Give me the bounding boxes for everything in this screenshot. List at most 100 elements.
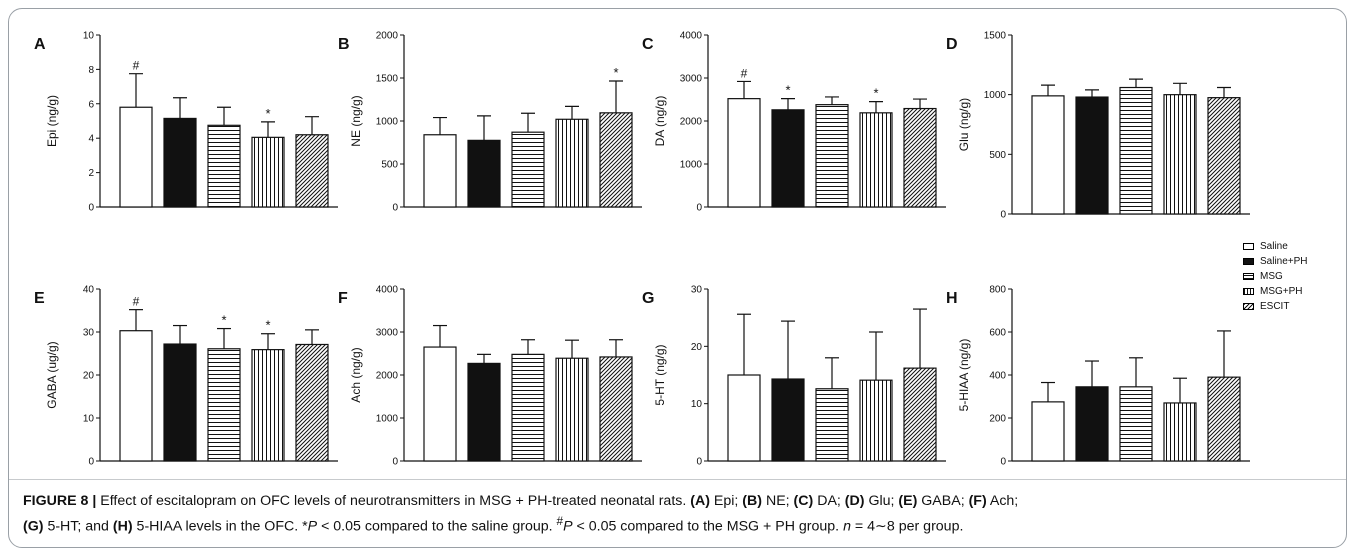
y-tick-label-b: 2000 <box>376 31 399 42</box>
legend-swatch-diag <box>1243 302 1254 310</box>
bar-e-msg-plus-ph <box>251 349 285 462</box>
significance-marker-c: * <box>785 83 790 98</box>
y-tick-label-f: 2000 <box>376 371 399 382</box>
y-tick-label-a: 10 <box>83 31 95 42</box>
bar-h-escit <box>1207 376 1241 462</box>
caption-p-symbol: P <box>563 518 573 535</box>
bar-e-saline <box>119 330 153 462</box>
caption-text: GABA; <box>917 493 969 509</box>
legend-swatch-hlines <box>1243 272 1254 280</box>
caption-ref-e: (E) <box>898 493 918 509</box>
y-tick-label-h: 400 <box>989 371 1006 382</box>
bar-h-saline-plus-ph <box>1075 386 1109 462</box>
y-tick-label-e: 40 <box>83 285 95 296</box>
y-tick-label-f: 4000 <box>376 285 399 296</box>
panel-label-c: C <box>642 36 654 53</box>
y-tick-label-h: 0 <box>1000 457 1006 468</box>
hash-marker-a: # <box>133 59 140 73</box>
caption-ref-h: (H) <box>112 518 133 535</box>
y-tick-label-d: 1000 <box>984 90 1007 101</box>
bar-f-msg-plus-ph <box>555 357 589 462</box>
y-tick-label-e: 0 <box>88 457 94 468</box>
caption-text: 5-HIAA levels in the OFC. * <box>132 518 308 535</box>
caption-ref-d: (D) <box>844 493 865 509</box>
legend: Saline Saline+PH MSG MSG+PH ESCIT <box>1243 239 1346 314</box>
legend-item: Saline <box>1243 239 1346 253</box>
y-tick-label-h: 200 <box>989 414 1006 425</box>
y-tick-label-e: 20 <box>83 371 95 382</box>
y-tick-label-g: 10 <box>691 399 703 410</box>
bar-c-escit <box>903 107 937 208</box>
legend-label: MSG <box>1260 270 1283 282</box>
legend-label: Saline+PH <box>1260 255 1308 267</box>
y-tick-label-a: 2 <box>88 168 94 179</box>
caption-text: Epi; <box>709 493 743 509</box>
bar-a-msg <box>207 124 241 208</box>
bar-f-escit <box>599 356 633 462</box>
y-tick-label-b: 500 <box>381 160 398 171</box>
hash-marker-c: # <box>741 66 748 80</box>
y-tick-label-f: 3000 <box>376 328 399 339</box>
legend-swatch-black <box>1243 257 1254 265</box>
y-tick-label-d: 1500 <box>984 31 1007 42</box>
bar-a-saline <box>119 106 153 208</box>
caption-ref-f: (F) <box>968 493 987 509</box>
caption-ref-g: (G) <box>23 518 44 535</box>
bar-f-saline-plus-ph <box>467 362 501 462</box>
y-axis-label-c: DA (ng/g) <box>653 96 667 147</box>
caption-text: = 4∼8 per group. <box>850 518 964 535</box>
significance-marker-b: * <box>613 65 618 80</box>
caption-hash: # <box>556 514 564 528</box>
bar-f-msg <box>511 353 545 462</box>
bar-g-saline-plus-ph <box>771 378 805 462</box>
bar-c-msg <box>815 104 849 208</box>
bar-g-escit <box>903 367 937 462</box>
legend-label: ESCIT <box>1260 300 1290 312</box>
caption-divider <box>9 479 1346 480</box>
bar-e-msg <box>207 348 241 462</box>
caption-text: < 0.05 compared to the saline group. <box>317 518 557 535</box>
bar-b-escit <box>599 112 633 208</box>
bar-c-msg-plus-ph <box>859 112 893 208</box>
bar-d-escit <box>1207 97 1241 215</box>
y-tick-label-e: 30 <box>83 328 95 339</box>
panel-label-b: B <box>338 36 350 53</box>
significance-marker-e: * <box>265 318 270 333</box>
figure-caption: FIGURE 8 | Effect of escitalopram on OFC… <box>23 491 1333 537</box>
bar-d-msg-plus-ph <box>1163 94 1197 215</box>
bar-b-msg-plus-ph <box>555 118 589 208</box>
caption-ref-c: (C) <box>793 493 814 509</box>
y-tick-label-a: 4 <box>88 134 94 145</box>
y-tick-label-a: 8 <box>88 65 94 76</box>
caption-text: Effect of escitalopram on OFC levels of … <box>96 493 691 509</box>
legend-swatch-vlines <box>1243 287 1254 295</box>
bar-a-msg-plus-ph <box>251 136 285 208</box>
y-axis-label-a: Epi (ng/g) <box>45 95 59 147</box>
y-tick-label-g: 0 <box>696 457 702 468</box>
bar-d-saline-plus-ph <box>1075 96 1109 215</box>
y-tick-label-b: 0 <box>392 203 398 214</box>
caption-p-symbol: P <box>307 518 318 535</box>
panel-label-g: G <box>642 290 654 307</box>
caption-label: FIGURE 8 | <box>23 493 97 509</box>
legend-item: MSG+PH <box>1243 284 1346 298</box>
bar-c-saline <box>727 98 761 208</box>
caption-text: DA; <box>813 493 845 509</box>
y-tick-label-c: 4000 <box>680 31 703 42</box>
y-tick-label-d: 500 <box>989 150 1006 161</box>
bar-b-msg <box>511 131 545 208</box>
y-tick-label-f: 0 <box>392 457 398 468</box>
bar-g-msg-plus-ph <box>859 379 893 462</box>
bar-b-saline <box>423 134 457 208</box>
significance-marker-a: * <box>265 106 270 121</box>
caption-text: < 0.05 compared to the MSG + PH group. <box>572 518 844 535</box>
y-tick-label-h: 800 <box>989 285 1006 296</box>
legend-label: Saline <box>1260 240 1288 252</box>
legend-item: ESCIT <box>1243 299 1346 313</box>
hash-marker-e: # <box>133 295 140 309</box>
significance-marker-e: * <box>221 313 226 328</box>
caption-n-symbol: n <box>843 518 851 535</box>
panel-label-a: A <box>34 36 46 53</box>
caption-text: NE; <box>762 493 794 509</box>
y-tick-label-c: 1000 <box>680 160 703 171</box>
